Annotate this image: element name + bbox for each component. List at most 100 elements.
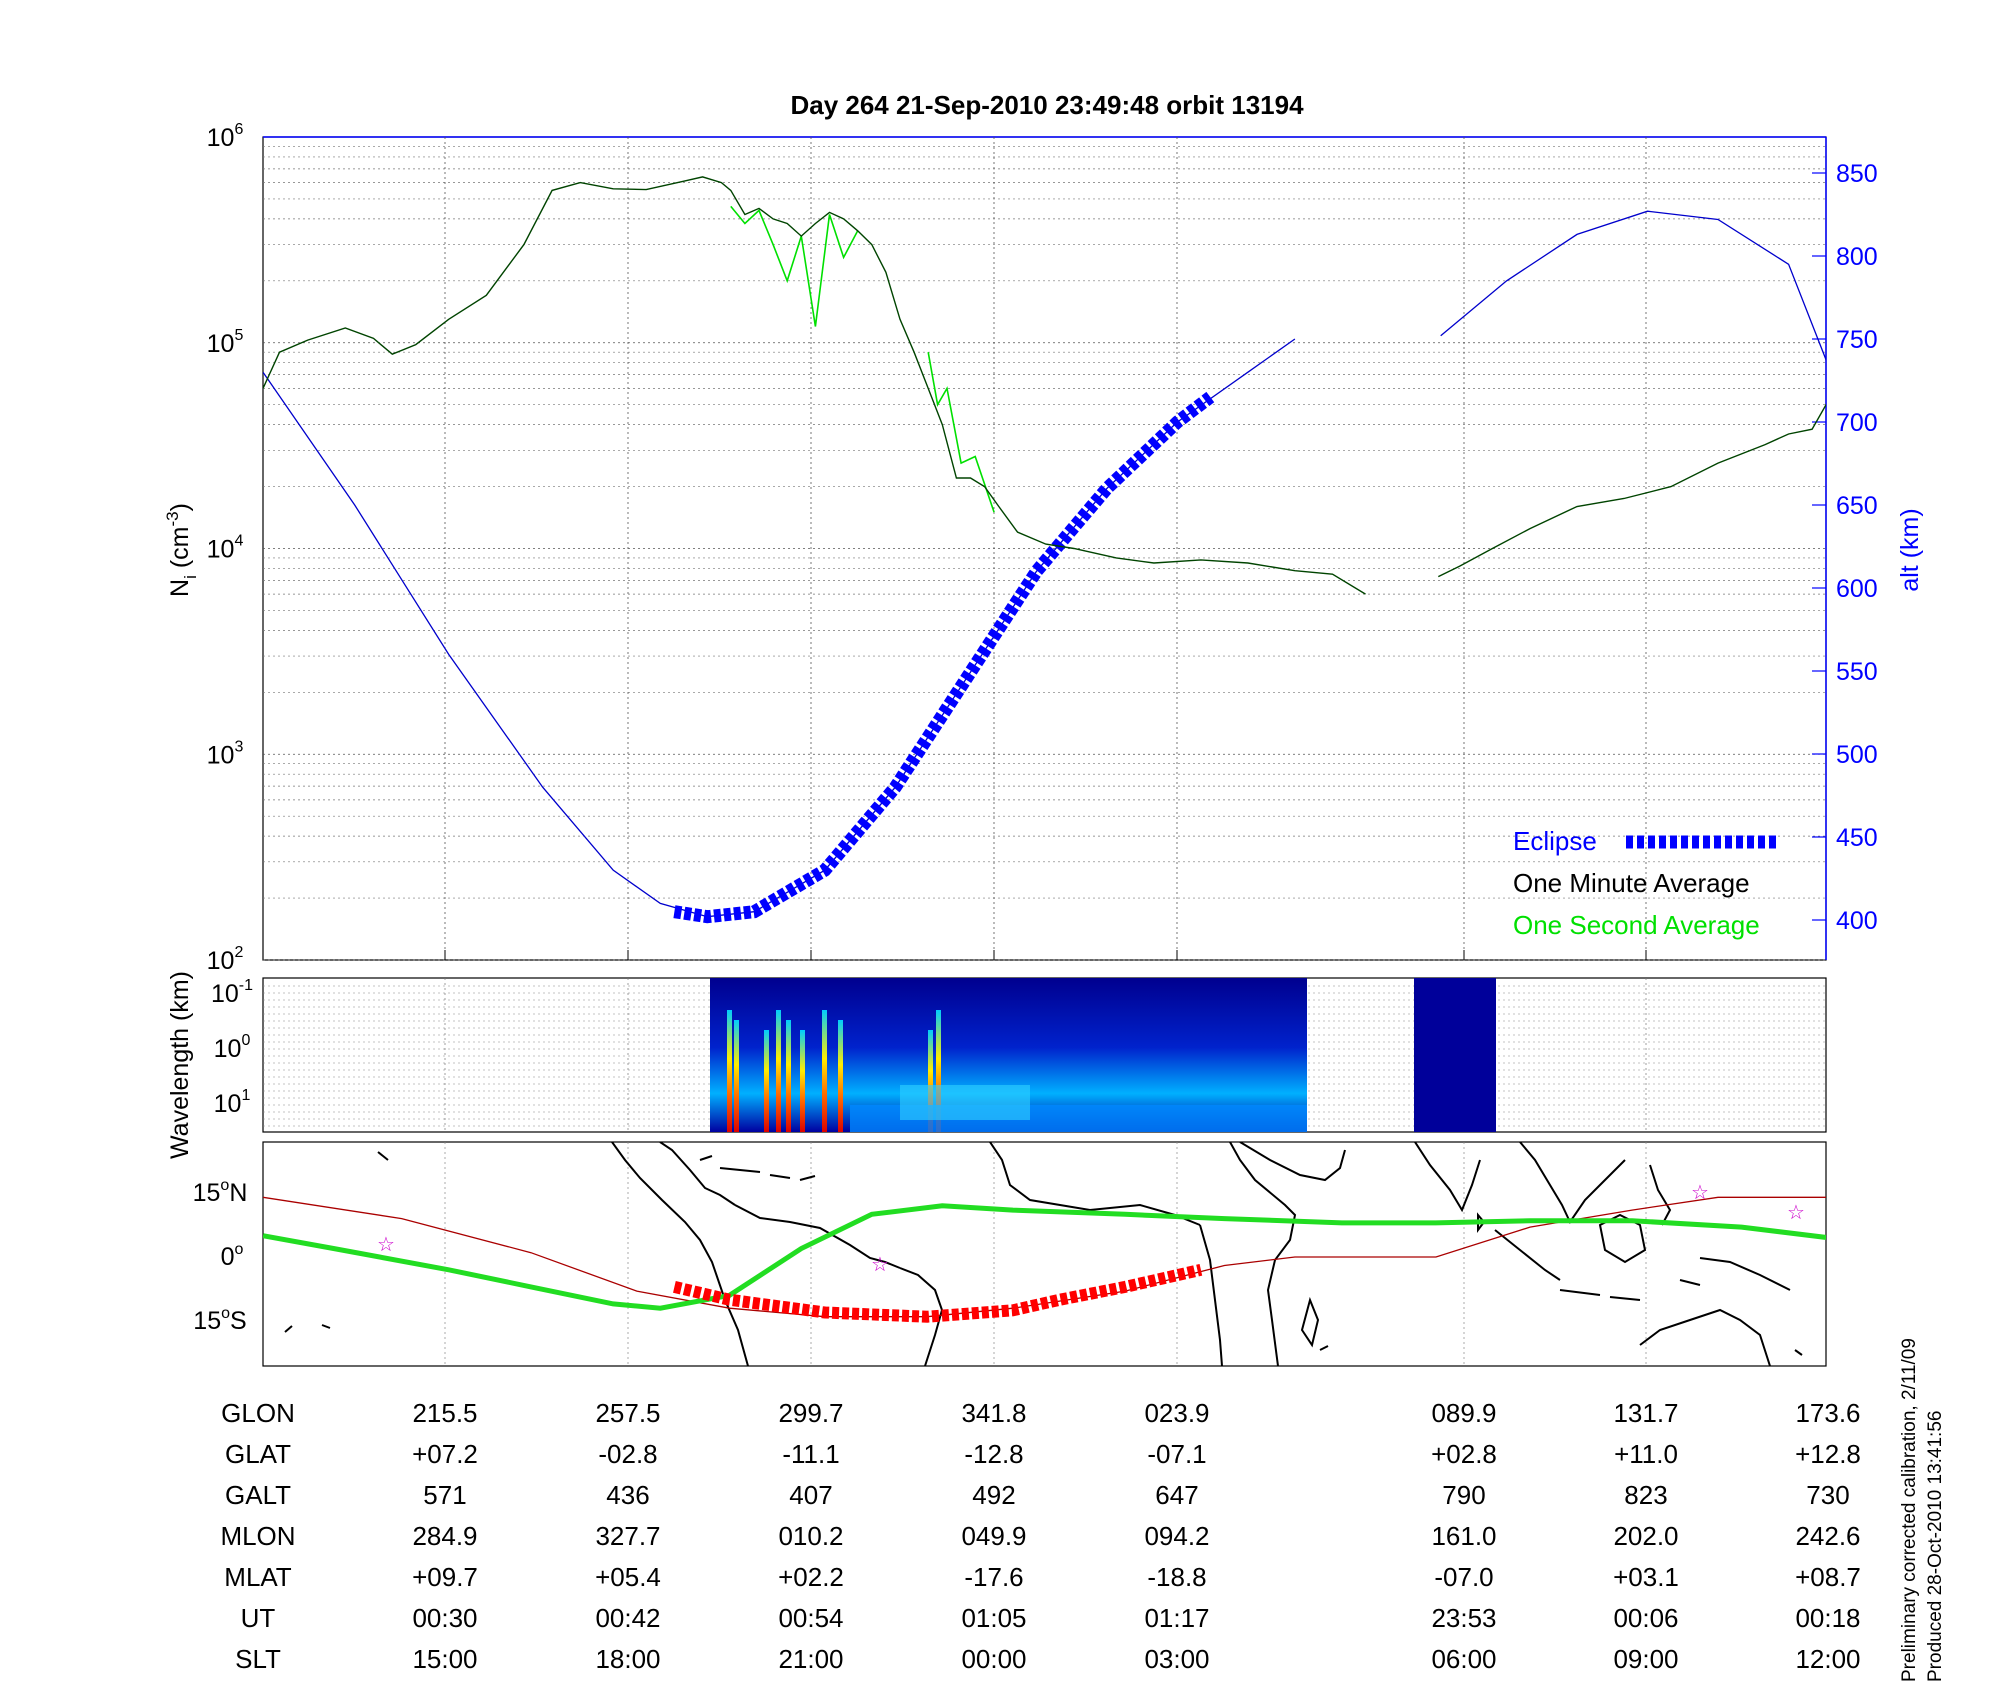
ephemeris-cell: 21:00 (778, 1644, 843, 1674)
ephemeris-cell: 173.6 (1795, 1398, 1860, 1428)
right-tick-label: 600 (1836, 575, 1878, 603)
spectrogram (710, 978, 1496, 1132)
map-stars: ☆ ☆ ☆ ☆ (377, 1182, 1805, 1276)
ephemeris-cell: 284.9 (412, 1521, 477, 1551)
ephemeris-cell: 407 (789, 1480, 832, 1510)
legend-minute-label: One Minute Average (1513, 868, 1750, 898)
ephemeris-cell: +12.8 (1795, 1439, 1861, 1469)
wavelength-tick-label: 100 (214, 1032, 251, 1063)
coast-australia (1639, 1308, 1771, 1366)
one-second-line (927, 352, 995, 513)
ephemeris-cell: 571 (423, 1480, 466, 1510)
eclipse-line (673, 391, 1215, 924)
coastlines (284, 1142, 1803, 1366)
spectrogram-hot-streak (776, 1010, 781, 1132)
right-tick-label: 550 (1836, 658, 1878, 686)
legend: Eclipse One Minute Average One Second Av… (1513, 826, 1780, 940)
ephemeris-cell: 15:00 (412, 1644, 477, 1674)
ephemeris-cell: 790 (1442, 1480, 1485, 1510)
altitude-line (1440, 210, 1826, 362)
ephemeris-cell: +05.4 (595, 1562, 661, 1592)
ephemeris-cell: 049.9 (961, 1521, 1026, 1551)
ephemeris-cell: 094.2 (1144, 1521, 1209, 1551)
right-tick-label: 850 (1836, 160, 1878, 188)
map-tick-label: 15oN (193, 1177, 248, 1207)
ephemeris-row-label: GLAT (225, 1439, 291, 1469)
ephemeris-cell: +08.7 (1795, 1562, 1861, 1592)
coast-west-africa (989, 1142, 1201, 1226)
wavelength-ticks: 10-1 100 101 (211, 977, 253, 1118)
ephemeris-row-label: SLT (235, 1644, 281, 1674)
ephemeris-cell: 089.9 (1431, 1398, 1496, 1428)
ephemeris-row-label: UT (241, 1603, 276, 1633)
ephemeris-cell: 341.8 (961, 1398, 1026, 1428)
ephemeris-cell: 647 (1155, 1480, 1198, 1510)
footer-produced: Produced 28-Oct-2010 13:41:56 (1925, 1411, 1946, 1682)
ephemeris-cell: 18:00 (595, 1644, 660, 1674)
left-tick-label: 102 (207, 944, 244, 975)
ephemeris-cell: 23:53 (1431, 1603, 1496, 1633)
wavelength-tick-label: 10-1 (211, 977, 253, 1008)
ephemeris-row-label: MLON (220, 1521, 295, 1551)
coast-new-guinea (1699, 1257, 1791, 1291)
footer: Preliminary corrected calibration, 2/11/… (1899, 1338, 1946, 1682)
ephemeris-cell: 215.5 (412, 1398, 477, 1428)
spectrogram-hot-streak (800, 1030, 805, 1132)
right-tick-label: 700 (1836, 409, 1878, 437)
figure-title: Day 264 21-Sep-2010 23:49:48 orbit 13194 (790, 90, 1304, 120)
spectrogram-block-2 (1414, 978, 1496, 1132)
ephemeris-cell: 00:54 (778, 1603, 843, 1633)
coast-philippines (1649, 1164, 1672, 1226)
coast-borneo (1598, 1213, 1647, 1264)
coast-sumatra (1494, 1229, 1561, 1281)
ephemeris-cell: +09.7 (412, 1562, 478, 1592)
coast-india (1414, 1142, 1481, 1213)
ephemeris-cell: -18.8 (1147, 1562, 1206, 1592)
density-ylabel: Ni (cm-3) (163, 503, 200, 597)
ephemeris-cell: -02.8 (598, 1439, 657, 1469)
map-panel: ☆ ☆ ☆ ☆ 15oN 0o 15oS (193, 1141, 1827, 1367)
star-icon: ☆ (1691, 1182, 1709, 1204)
right-tick-label: 650 (1836, 492, 1878, 520)
coast-africa-south (1199, 1224, 1223, 1366)
right-tick-label: 750 (1836, 326, 1878, 354)
map-gridlines (444, 1142, 1647, 1366)
ephemeris-cell: +11.0 (1614, 1439, 1678, 1469)
one-minute-line (263, 176, 1366, 595)
ephemeris-cell: 00:00 (961, 1644, 1026, 1674)
ephemeris-cell: +02.2 (778, 1562, 844, 1592)
footer-calibration: Preliminary corrected calibration, 2/11/… (1899, 1338, 1920, 1682)
ephemeris-cell: 09:00 (1613, 1644, 1678, 1674)
ephemeris-table: GLON GLAT GALT MLON MLAT UT SLT 215.5 +07.2 571 28… (220, 1398, 1860, 1674)
ephemeris-cell: 823 (1624, 1480, 1667, 1510)
left-tick-label: 106 (207, 121, 244, 152)
right-tick-label: 800 (1836, 243, 1878, 271)
right-tick-label: 450 (1836, 824, 1878, 852)
ephemeris-cell: 01:05 (961, 1603, 1026, 1633)
ephemeris-cell: +07.2 (412, 1439, 478, 1469)
coast-south-america-north (734, 1204, 901, 1269)
spectrogram-hot-streak (764, 1030, 769, 1132)
ephemeris-cell: -11.1 (782, 1439, 839, 1469)
star-icon: ☆ (377, 1234, 395, 1256)
ephemeris-cell: +03.1 (1613, 1562, 1679, 1592)
ground-track (263, 1203, 1826, 1311)
coast-madagascar (1300, 1296, 1320, 1348)
map-frame (262, 1141, 1827, 1367)
one-second-line (730, 205, 859, 327)
ephemeris-cell: 00:42 (595, 1603, 660, 1633)
spectrogram-mid-band (900, 1085, 1030, 1120)
density-lines (263, 176, 1826, 924)
spectrogram-hot-streak (727, 1010, 732, 1132)
map-tick-label: 0o (221, 1241, 244, 1271)
map-tick-label: 15oS (193, 1305, 246, 1335)
ephemeris-cell: -17.6 (964, 1562, 1023, 1592)
ephemeris-cell: 03:00 (1144, 1644, 1209, 1674)
ephemeris-cell: +02.8 (1431, 1439, 1497, 1469)
legend-eclipse-label: Eclipse (1513, 826, 1597, 856)
ephemeris-cell: 257.5 (595, 1398, 660, 1428)
spectrogram-hot-streak (936, 1010, 941, 1132)
ephemeris-cell: 327.7 (595, 1521, 660, 1551)
wavelength-panel: 10-1 100 101 Wavelength (km) (166, 971, 1827, 1159)
